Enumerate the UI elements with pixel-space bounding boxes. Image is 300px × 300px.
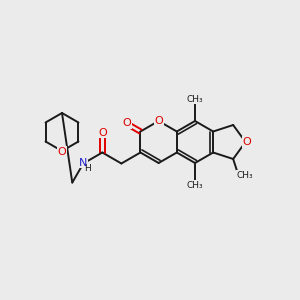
- Text: O: O: [98, 128, 107, 137]
- Text: O: O: [58, 147, 66, 157]
- Text: O: O: [122, 118, 131, 128]
- Text: N: N: [79, 158, 88, 167]
- Text: O: O: [154, 116, 163, 126]
- Text: O: O: [242, 137, 251, 147]
- Text: CH₃: CH₃: [187, 94, 203, 103]
- Text: CH₃: CH₃: [236, 171, 253, 180]
- Text: H: H: [84, 164, 91, 173]
- Text: CH₃: CH₃: [187, 181, 203, 190]
